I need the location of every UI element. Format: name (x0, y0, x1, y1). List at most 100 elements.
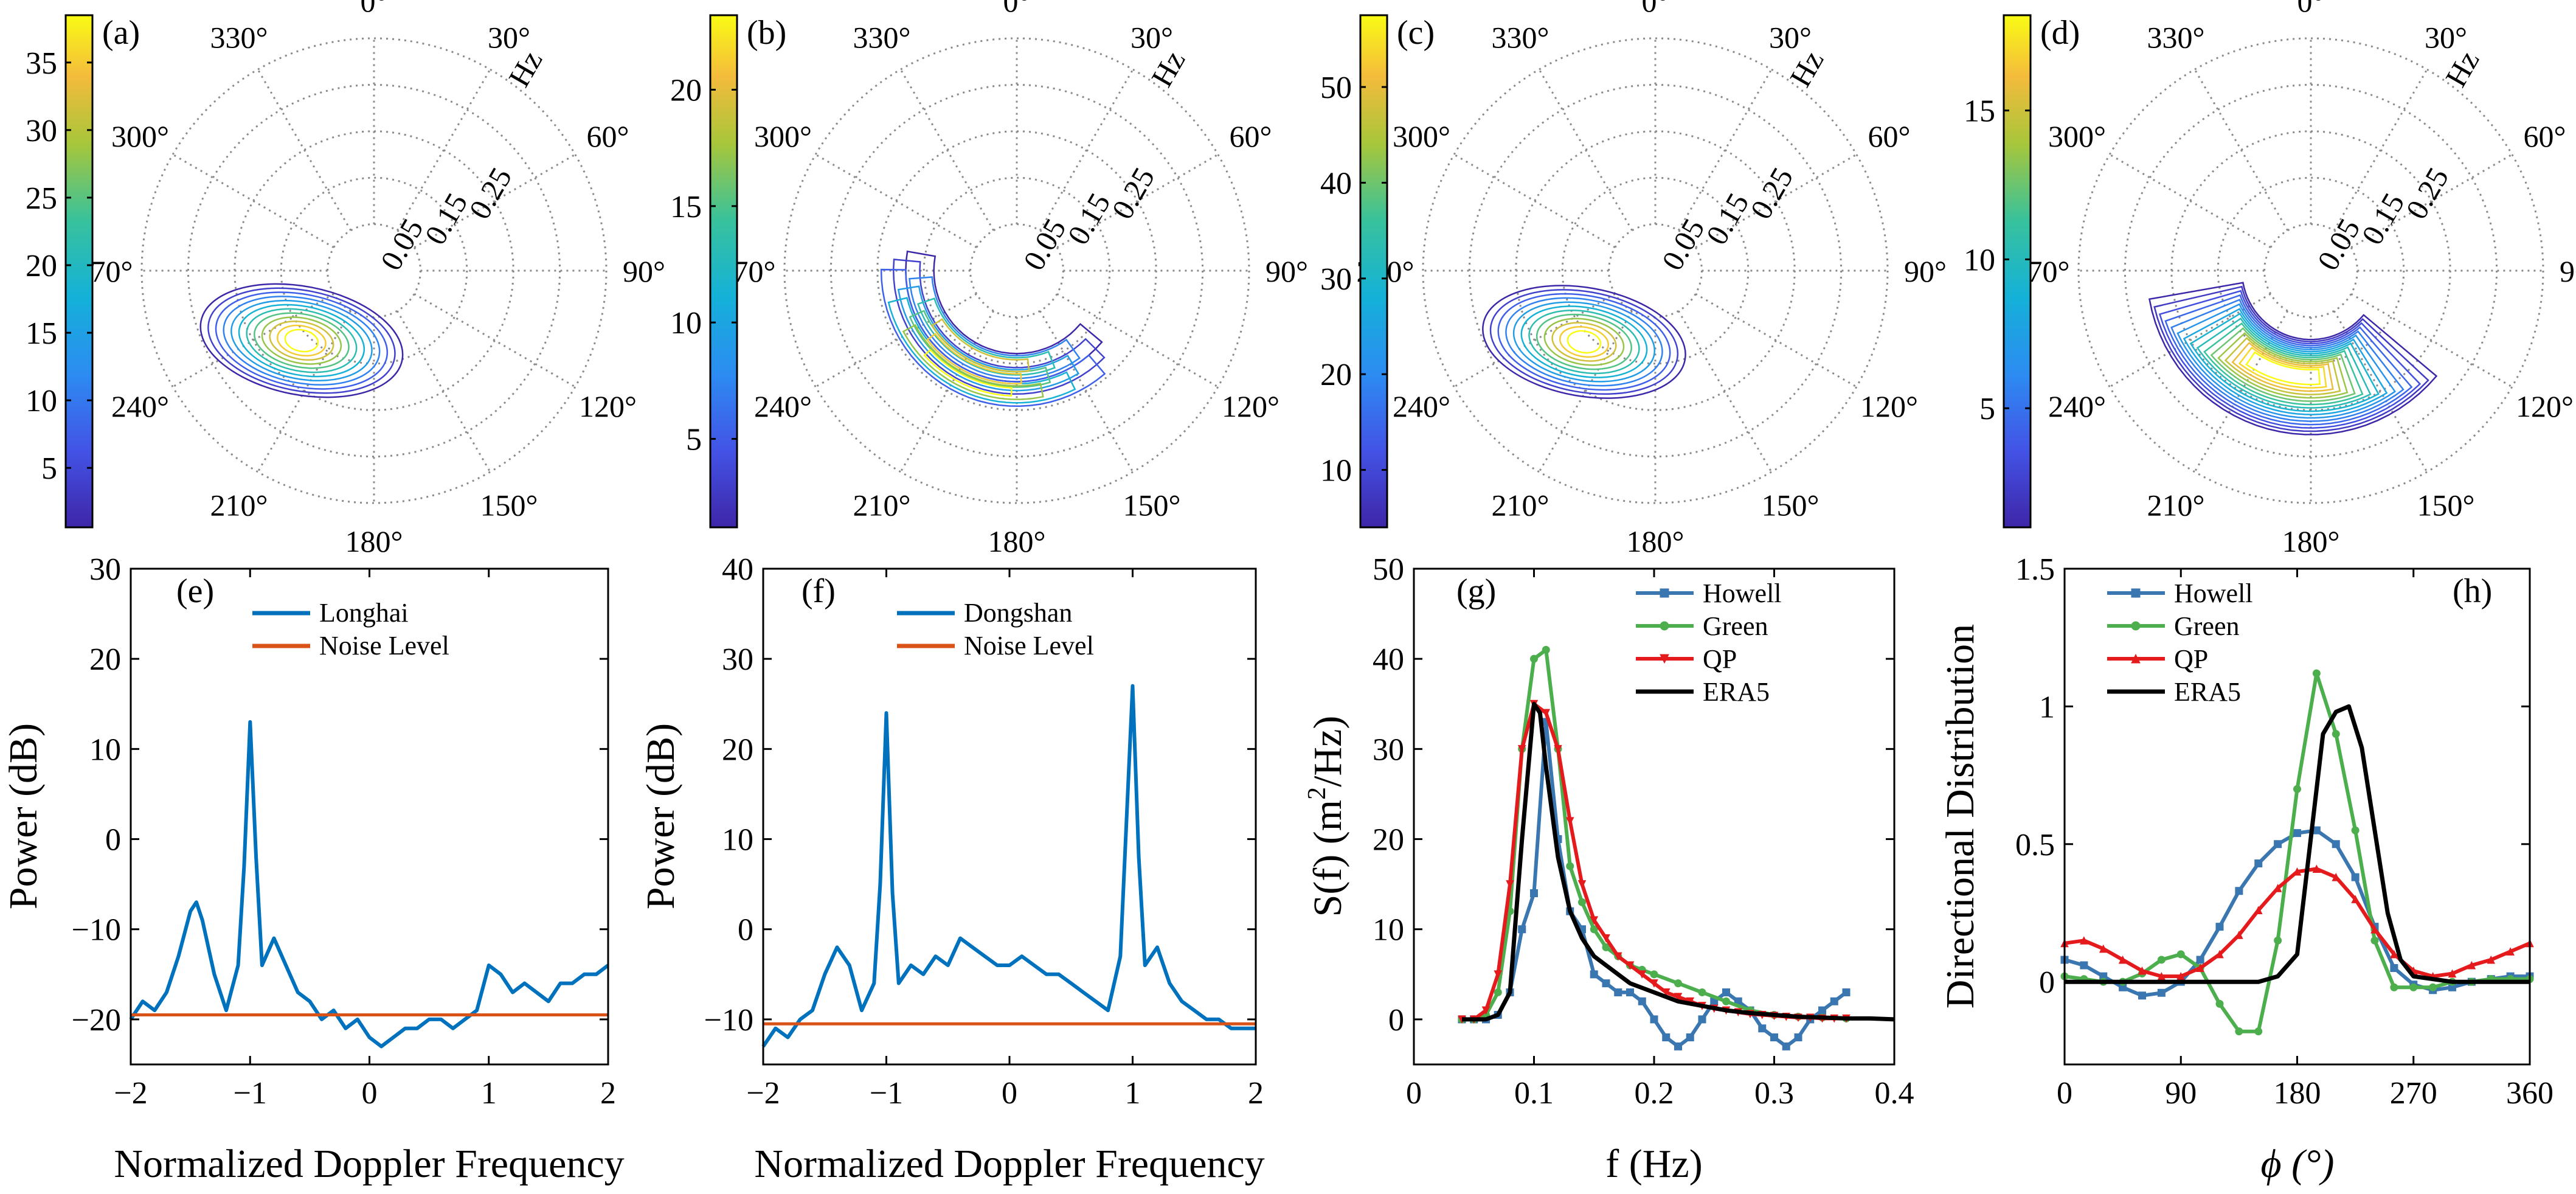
polar-angle-label: 30° (1130, 20, 1173, 54)
data-point (2312, 669, 2321, 678)
colorbar-a (64, 14, 94, 529)
x-tick-label: −2 (114, 1076, 147, 1111)
x-tick-label: 90 (2165, 1076, 2197, 1111)
contour-line (1497, 293, 1671, 391)
polar-panel-c: 0°30°60°90°120°150°180°210°240°270°300°3… (1320, 0, 1947, 558)
plot-area-h (2060, 669, 2534, 1036)
data-point (1577, 880, 1587, 889)
plot-area-e (129, 720, 609, 1049)
polar-radial-label: 0.05 (2310, 213, 2366, 276)
polar-spoke (1039, 69, 1134, 231)
legend-label: Green (1703, 611, 1768, 641)
y-tick-label: 10 (89, 732, 121, 767)
data-point (1602, 934, 1610, 943)
x-tick-label: −1 (234, 1076, 267, 1111)
data-point (1830, 997, 1838, 1005)
colorbar-tick-label: 25 (26, 181, 57, 216)
data-point (2215, 949, 2224, 959)
data-point (1794, 1033, 1802, 1042)
series-line (2065, 704, 2530, 984)
polar-grid-a: 0°30°60°90°120°150°180°210°240°270°300°3… (75, 0, 666, 558)
colorbar-tick-label: 30 (26, 114, 57, 148)
polar-angle-label: 330° (1492, 20, 1549, 54)
x-tick-label: −1 (870, 1076, 903, 1111)
panel-label-d: (d) (2040, 14, 2080, 52)
polar-angle-label: 300° (754, 119, 812, 153)
data-point (1662, 1033, 1671, 1042)
data-point (2176, 950, 2185, 959)
y-tick-label: 30 (722, 642, 753, 677)
contour-line (2170, 299, 2405, 422)
polar-angle-label: 210° (1492, 488, 1549, 522)
data-point (1530, 889, 1538, 897)
polar-angle-label: 30° (2425, 20, 2467, 54)
polar-ring-1 (327, 223, 421, 318)
series-line (1462, 701, 1895, 1022)
polar-angle-label: 180° (345, 524, 403, 558)
legend-label: Howell (1703, 578, 1782, 608)
contour-line (1482, 285, 1686, 399)
polar-angle-label: 120° (1222, 389, 1279, 423)
y-axis-label-h: Directional Distribution (1938, 624, 1982, 1008)
contour-line (2238, 346, 2327, 389)
data-point (2099, 944, 2108, 953)
series-line (1462, 648, 1847, 1021)
data-point (2138, 966, 2147, 975)
legend-marker (1660, 621, 1669, 631)
polar-angle-label: 90° (623, 254, 665, 288)
y-tick-label: 10 (1373, 913, 1404, 948)
polar-angle-label: 30° (1769, 20, 1812, 54)
colorbar-tick-label: 30 (1320, 262, 1352, 297)
legend-label-noise-f: Noise Level (964, 631, 1094, 661)
contour-line (230, 299, 373, 382)
polar-angle-label: 180° (988, 524, 1046, 558)
x-tick-label: 0.4 (1875, 1076, 1914, 1111)
data-point (1542, 709, 1551, 718)
series-line (761, 684, 1256, 1048)
polar-ring-5 (783, 37, 1250, 504)
x-tick-label: 2 (600, 1076, 616, 1111)
contour-line (2231, 341, 2334, 392)
line-panel-e: (e) Normalized Doppler Frequency Power (… (1, 552, 625, 1186)
data-point (2312, 864, 2321, 873)
data-point (2273, 884, 2282, 892)
series-dongshan (761, 684, 1256, 1048)
data-point (2235, 931, 2243, 939)
y-tick-label: 40 (1373, 642, 1404, 677)
data-point (2138, 991, 2146, 1000)
legend-marker (1660, 588, 1669, 598)
data-point (1565, 817, 1574, 826)
colorbar-tick-label: 10 (670, 306, 702, 341)
x-tick-label: −2 (746, 1076, 780, 1111)
data-point (1842, 988, 1851, 996)
polar-ring-4 (2124, 83, 2498, 458)
data-point (1686, 1033, 1694, 1042)
polar-angle-label: 90° (1904, 254, 1947, 288)
data-point (1494, 970, 1503, 979)
data-point (1638, 970, 1647, 979)
panel-label-f: (f) (802, 572, 836, 610)
y-tick-label: 1.5 (2015, 552, 2055, 587)
data-point (1590, 970, 1598, 979)
data-point (1661, 988, 1671, 997)
polar-spoke (1695, 153, 1857, 249)
polar-radial-label: 0.05 (1655, 213, 1711, 276)
y-tick-label: 0 (2039, 965, 2055, 1000)
data-point (1613, 952, 1622, 961)
colorbar-tick-label: 40 (1320, 166, 1352, 201)
polar-angle-label: 330° (210, 20, 268, 54)
polar-spoke (414, 293, 576, 388)
polar-angle-label: 180° (2282, 524, 2340, 558)
colorbar-b (709, 14, 738, 529)
data-point (2254, 859, 2263, 867)
polar-spoke (1677, 69, 1773, 231)
data-point (1481, 1006, 1491, 1015)
contour-line (1528, 309, 1640, 375)
polar-spoke (257, 69, 352, 231)
polar-ring-2 (1561, 176, 1750, 365)
polar-angle-label: 30° (488, 20, 530, 54)
data-point (2235, 1027, 2243, 1036)
data-point (2235, 887, 2243, 895)
data-point (1650, 970, 1658, 979)
contour-line (1536, 313, 1633, 370)
